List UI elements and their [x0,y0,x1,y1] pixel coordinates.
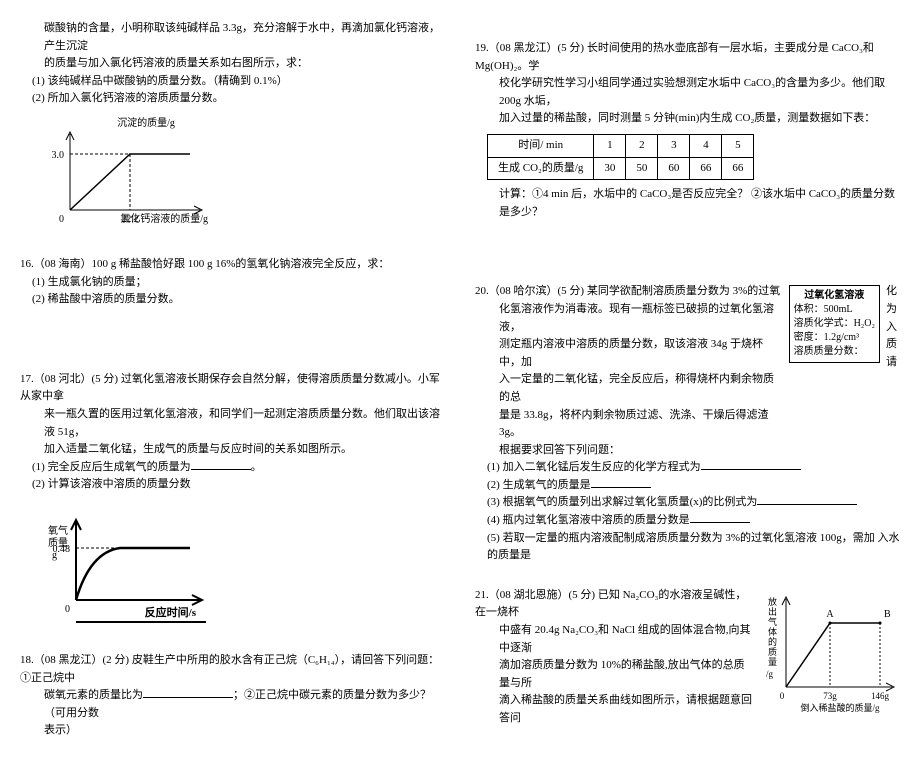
p21-h2: 中盛有 20.4g Na₂CO₃和 NaCl 组成的固体混合物,向其中逐渐 [475,622,754,657]
p17-q2: (2) 计算该溶液中溶质的质量分数 [20,476,445,494]
p20-h2: 化氢溶液作为消毒液。现有一瓶标签已破损的过氧化氢溶液， [475,301,783,336]
p20-side-chars: 化 为 入 质 请 [886,283,900,371]
p19-h3: 加入过量的稀盐酸，同时测量 5 分钟(min)内生成 CO₂质量，测量数据如下表… [475,110,900,128]
p17-h1: 17.（08 河北）(5 分) 过氧化氢溶液长期保存会自然分解，使得溶质质量分数… [20,371,445,406]
p20-q2: (2) 生成氧气的质量是 [487,479,591,491]
p19-q: 计算：①4 min 后，水垢中的 CaCO₃是否反应完全？ ②该水垢中 CaCO… [475,186,900,221]
svg-text:/g: /g [766,669,774,679]
p17-chart: 氧气 质量 g 0.48 0 反应时间/s [20,500,220,630]
p18-l3: 表示） [20,722,445,740]
svg-text:146g: 146g [871,691,890,701]
svg-text:放: 放 [768,596,777,607]
problem-18: 18.（08 黑龙江）(2 分) 皮鞋生产中所用的胶水含有正己烷（C₆H₁₄），… [20,652,445,740]
svg-text:0: 0 [65,604,70,615]
p20-q1: (1) 加入二氧化锰后发生反应的化学方程式为 [487,461,701,473]
p20-h3: 测定瓶内溶液中溶质的质量分数，取该溶液 34g 于烧杯中，加 [475,336,783,371]
p15-ylabel: 沉淀的质量/g [117,116,175,129]
p19-table: 时间/ min 1 2 3 4 5 生成 CO₂的质量/g 30 50 60 6… [487,134,754,180]
blank [191,469,251,470]
svg-text:B: B [884,609,891,620]
p15-q2: (2) 所加入氯化钙溶液的溶质质量分数。 [20,90,445,108]
svg-text:0: 0 [780,691,785,701]
svg-text:量: 量 [768,657,777,667]
p20-q5: (5) 若取一定量的瓶内溶液配制成溶质质量分数为 3%的过氧化氢溶液 100g，… [475,530,900,565]
p19-h2: 校化学研究性学习小组同学通过实验想测定水垢中 CaCO₃的含量为多少。他们取 2… [475,75,900,110]
p17-xlabel: 反应时间/s [145,605,197,619]
p15-chart: 沉淀的质量/g 3.0 22.2 0 氯化钙溶液的质量/g [20,114,220,234]
p20-h5: 量是 33.8g，将杯内剩余物质过滤、洗涤、干燥后得滤渣 3g。 [475,407,783,442]
p20-q4: (4) 瓶内过氧化氢溶液中溶质的质量分数是 [487,514,690,526]
p20-h4: 入一定量的二氧化锰，完全反应后，称得烧杯内剩余物质的总 [475,371,783,406]
p21-chart: 放 出 气 体 的 质 量 /g [760,587,900,717]
p15-xlabel: 氯化钙溶液的质量/g [120,212,208,225]
p21-h3: 滴加溶质质量分数为 10%的稀盐酸,放出气体的总质量与所 [475,657,754,692]
p15-q1: (1) 该纯碱样品中碳酸钠的质量分数。（精确到 0.1%） [20,73,445,91]
p18-head: 18.（08 黑龙江）(2 分) 皮鞋生产中所用的胶水含有正己烷（C₆H₁₄），… [20,652,445,687]
p21-h1: 21.（08 湖北恩施）(5 分) 已知 Na₂CO₃的水溶液呈碱性，在一烧杯 [475,587,754,622]
problem-19: 19.（08 黑龙江）(5 分) 长时间使用的热水壶底部有一层水垢，主要成分是 … [475,40,900,221]
problem-15: 碳酸钠的含量，小明称取该纯碱样品 3.3g，充分溶解于水中，再滴加氯化钙溶液，产… [20,20,445,234]
p16-q2: (2) 稀盐酸中溶质的质量分数。 [20,291,445,309]
p17-ymark: 0.48 [53,544,71,555]
blank [143,697,233,698]
svg-text:出: 出 [768,606,777,617]
svg-text:73g: 73g [823,691,837,701]
p20-h1: 20.（08 哈尔滨）(5 分) 某同学欲配制溶质质量分数为 3%的过氧 [475,283,783,301]
p16-head: 16.（08 海南）100 g 稀盐酸恰好跟 100 g 16%的氢氧化钠溶液完… [20,256,445,274]
p17-h3: 加入适量二氧化锰，生成气的质量与反应时间的关系如图所示。 [20,441,445,459]
problem-20: 20.（08 哈尔滨）(5 分) 某同学欲配制溶质质量分数为 3%的过氧 化氢溶… [475,283,900,565]
p15-intro1: 碳酸钠的含量，小明称取该纯碱样品 3.3g，充分溶解于水中，再滴加氯化钙溶液，产… [20,20,445,55]
svg-text:的: 的 [768,636,777,647]
svg-text:倒入稀盐酸的质量/g: 倒入稀盐酸的质量/g [800,702,880,713]
p20-label-box: 过氧化氢溶液 体积：500mL 溶质化学式：H₂O₂ 密度：1.2g/cm³ 溶… [789,285,880,363]
svg-text:0: 0 [59,214,64,225]
problem-21: 21.（08 湖北恩施）(5 分) 已知 Na₂CO₃的水溶液呈碱性，在一烧杯 … [475,587,900,728]
svg-text:气: 气 [768,616,777,627]
p17-q1: (1) 完全反应后生成氧气的质量为 [32,461,191,473]
p21-h4: 滴入稀盐酸的质量关系曲线如图所示，请根据题意回答问 [475,692,754,727]
svg-text:质: 质 [768,646,777,657]
p16-q1: (1) 生成氯化钠的质量； [20,274,445,292]
p15-intro2: 的质量与加入氯化钙溶液的质量关系如右图所示，求： [20,55,445,73]
p20-q3: (3) 根据氧气的质量列出求解过氧化氢质量(x)的比例式为 [487,496,757,508]
p15-ymark: 3.0 [52,150,65,161]
p17-h2: 来一瓶久置的医用过氧化氢溶液，和同学们一起测定溶质质量分数。他们取出该溶液 51… [20,406,445,441]
p20-h6: 根据要求回答下列问题： [475,442,783,460]
p18-l2a: 碳氧元素的质量比为 [44,689,143,701]
problem-17: 17.（08 河北）(5 分) 过氧化氢溶液长期保存会自然分解，使得溶质质量分数… [20,371,445,630]
svg-text:体: 体 [768,626,777,637]
p19-h1: 19.（08 黑龙江）(5 分) 长时间使用的热水壶底部有一层水垢，主要成分是 … [475,40,900,75]
svg-text:A: A [826,609,834,620]
svg-text:氧气: 氧气 [48,524,68,537]
problem-16: 16.（08 海南）100 g 稀盐酸恰好跟 100 g 16%的氢氧化钠溶液完… [20,256,445,309]
